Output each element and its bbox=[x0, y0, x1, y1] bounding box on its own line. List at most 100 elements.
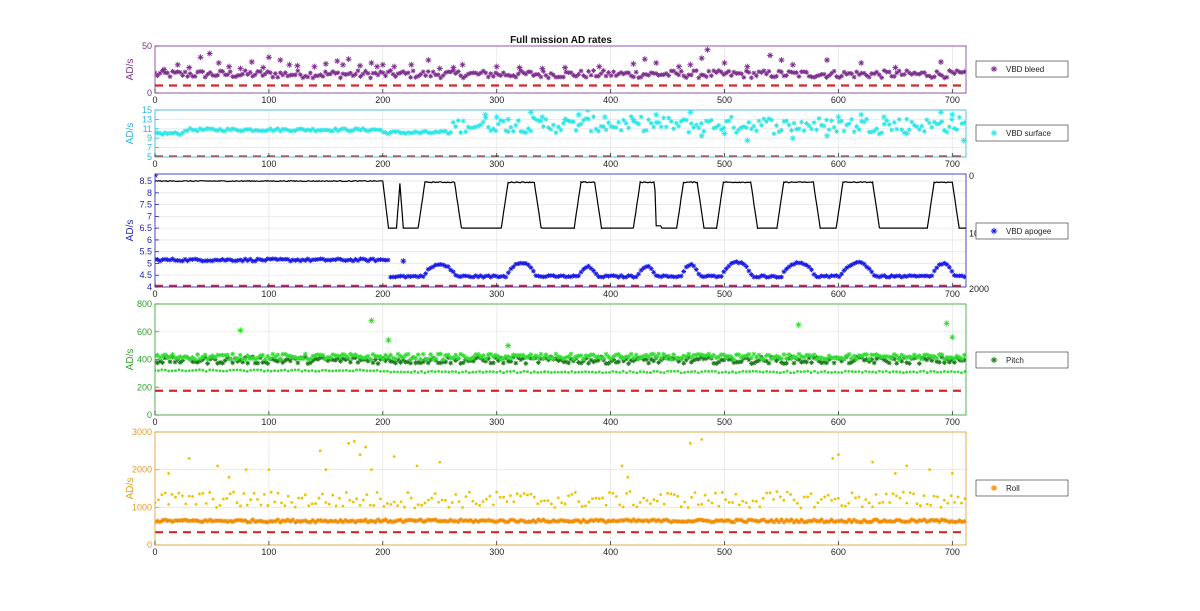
series-1 bbox=[155, 517, 966, 525]
data-point bbox=[819, 71, 824, 77]
data-point bbox=[162, 355, 168, 361]
data-point bbox=[591, 114, 596, 120]
data-point bbox=[287, 128, 293, 134]
data-point bbox=[259, 503, 263, 507]
data-point bbox=[530, 115, 536, 121]
data-point bbox=[536, 517, 541, 523]
data-point bbox=[707, 370, 710, 373]
data-point bbox=[327, 502, 331, 506]
data-point bbox=[831, 68, 837, 74]
data-point bbox=[315, 518, 321, 523]
data-point bbox=[847, 501, 851, 505]
data-point bbox=[500, 273, 506, 279]
data-point bbox=[801, 69, 807, 75]
data-point bbox=[628, 518, 634, 524]
data-point bbox=[536, 360, 541, 365]
data-point bbox=[235, 128, 241, 133]
data-point bbox=[450, 269, 456, 275]
data-point bbox=[530, 518, 536, 523]
data-point bbox=[373, 353, 378, 359]
data-point bbox=[510, 517, 516, 523]
x-tick-label: 300 bbox=[489, 547, 504, 557]
data-point bbox=[834, 355, 840, 361]
data-point bbox=[200, 357, 206, 363]
axes-frame bbox=[154, 173, 967, 288]
data-point bbox=[390, 274, 396, 280]
data-point bbox=[894, 273, 900, 279]
x-tick-label: 700 bbox=[945, 95, 960, 105]
data-point bbox=[831, 519, 837, 525]
data-point bbox=[939, 73, 945, 78]
data-point bbox=[656, 360, 662, 365]
data-point bbox=[633, 274, 639, 280]
data-point bbox=[327, 369, 331, 373]
data-point bbox=[658, 518, 664, 524]
data-point bbox=[161, 66, 168, 73]
data-point bbox=[428, 73, 434, 79]
data-point bbox=[864, 352, 870, 357]
data-point bbox=[266, 369, 270, 372]
data-point bbox=[543, 117, 549, 122]
data-point bbox=[368, 75, 373, 81]
data-point bbox=[297, 519, 303, 524]
data-point bbox=[505, 72, 511, 78]
data-point bbox=[856, 519, 862, 525]
data-point bbox=[919, 518, 925, 524]
data-point bbox=[390, 355, 396, 361]
data-point bbox=[210, 353, 216, 359]
data-point bbox=[934, 355, 940, 361]
data-point bbox=[922, 369, 926, 373]
data-point bbox=[904, 355, 910, 360]
data-point bbox=[187, 494, 191, 498]
data-point bbox=[656, 273, 662, 279]
data-point bbox=[628, 358, 634, 363]
data-point bbox=[949, 355, 955, 360]
data-point bbox=[936, 519, 942, 525]
data-point bbox=[242, 518, 248, 523]
y-axis: 050 bbox=[142, 41, 159, 98]
data-point bbox=[571, 356, 576, 362]
data-point bbox=[460, 273, 466, 279]
data-point bbox=[295, 68, 301, 74]
data-point bbox=[851, 74, 857, 80]
data-point bbox=[200, 127, 206, 133]
data-point bbox=[428, 130, 434, 136]
data-point bbox=[796, 126, 802, 132]
data-point bbox=[338, 517, 343, 523]
data-point bbox=[265, 519, 271, 525]
data-point bbox=[936, 262, 942, 267]
data-point bbox=[379, 61, 386, 68]
data-point bbox=[314, 369, 318, 373]
data-point bbox=[383, 257, 388, 263]
data-point bbox=[601, 496, 605, 500]
data-point bbox=[796, 519, 802, 525]
data-point bbox=[450, 370, 454, 373]
data-point bbox=[556, 370, 560, 374]
data-point bbox=[532, 495, 536, 499]
data-point bbox=[182, 128, 188, 134]
data-point bbox=[688, 519, 694, 524]
data-point bbox=[160, 353, 165, 359]
data-point bbox=[355, 368, 359, 372]
data-point bbox=[430, 517, 436, 523]
data-point bbox=[443, 70, 449, 76]
data-point bbox=[536, 273, 541, 279]
data-point bbox=[678, 118, 684, 124]
data-point bbox=[867, 370, 871, 374]
data-point bbox=[778, 495, 782, 499]
data-point bbox=[460, 518, 466, 524]
data-point bbox=[155, 518, 160, 524]
data-point bbox=[388, 274, 393, 280]
data-point bbox=[355, 497, 359, 501]
data-point bbox=[936, 352, 942, 357]
data-point bbox=[515, 261, 521, 267]
series-1 bbox=[155, 174, 966, 280]
data-point bbox=[743, 353, 749, 359]
data-point bbox=[888, 501, 892, 504]
data-point bbox=[420, 503, 423, 507]
data-point bbox=[840, 504, 844, 507]
data-point bbox=[586, 519, 591, 524]
x-tick-label: 100 bbox=[261, 417, 276, 427]
data-point bbox=[778, 57, 785, 64]
data-point bbox=[708, 273, 714, 279]
